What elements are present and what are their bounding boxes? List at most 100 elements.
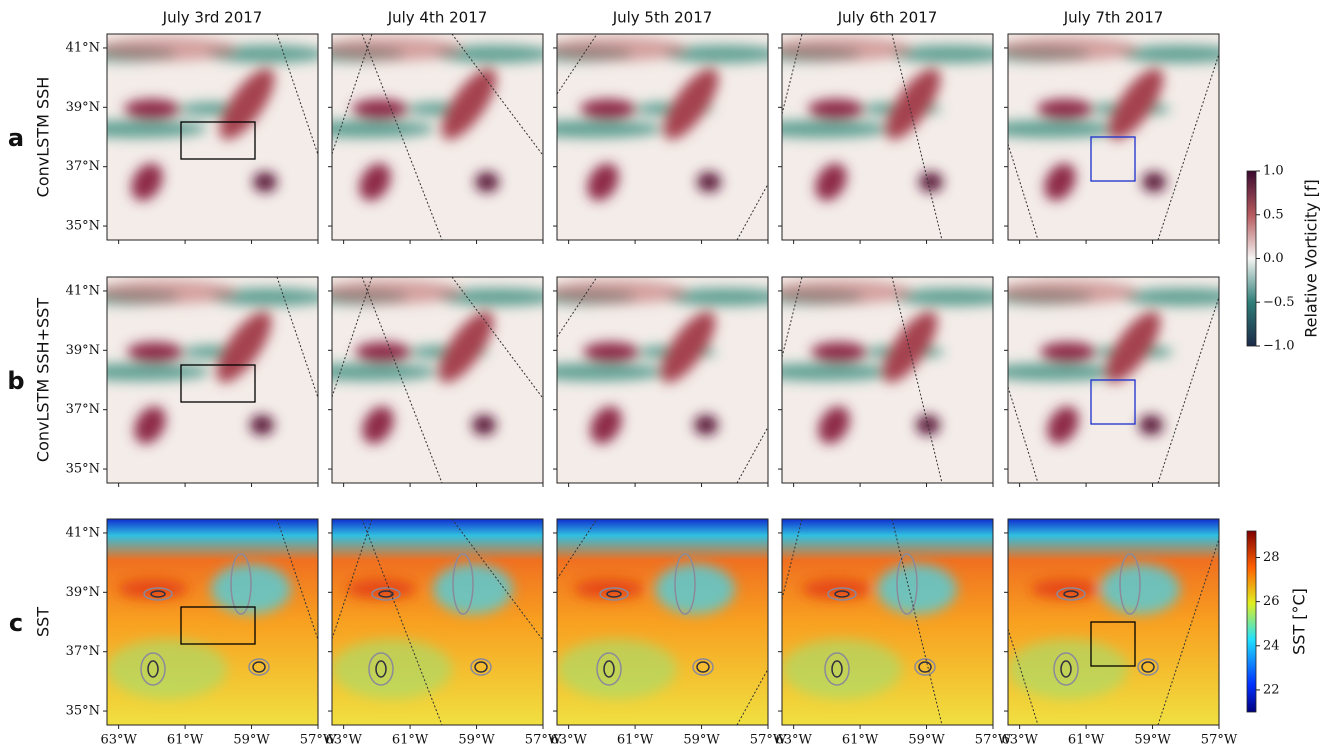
- panel-frame: [331, 276, 544, 484]
- panel-image: [782, 519, 993, 725]
- field: [1008, 37, 1219, 201]
- contour: [674, 553, 696, 615]
- satellite-track: [107, 427, 108, 429]
- positive-vorticity: [1139, 415, 1163, 435]
- positive-vorticity: [663, 68, 719, 140]
- highlight-box: [180, 606, 256, 645]
- highlight-box: [1090, 379, 1136, 425]
- y-tick-label: 41°N: [66, 525, 100, 540]
- panel-frame: [781, 276, 994, 484]
- y-tick-label: 41°N: [66, 283, 100, 298]
- positive-vorticity: [808, 99, 864, 119]
- satellite-track: [1157, 53, 1219, 240]
- panel: 63°W 61°W 59°W 57°W: [550, 518, 787, 748]
- colorbar-tick-label: 1.0: [1263, 164, 1284, 179]
- negative-vorticity: [1120, 45, 1219, 63]
- row-letter: a: [8, 124, 24, 152]
- satellite-track: [736, 183, 768, 240]
- positive-vorticity: [882, 311, 938, 383]
- satellite-track: [451, 277, 543, 400]
- panel-frame: [556, 33, 769, 241]
- positive-vorticity: [815, 163, 847, 201]
- y-tick-label: 41°N: [66, 40, 100, 55]
- panel-image: [557, 519, 768, 725]
- contour: [143, 587, 173, 601]
- negative-vorticity: [107, 120, 207, 138]
- negative-vorticity: [557, 120, 663, 138]
- colorbar-tick-label: 0.5: [1263, 207, 1284, 222]
- y-tick-label: 35°N: [66, 219, 100, 234]
- x-tick-label: 59°W: [1134, 733, 1171, 748]
- panel-image: [782, 34, 993, 240]
- positive-vorticity: [1037, 99, 1093, 119]
- colorbar-label: Relative Vorticity [f]: [1302, 179, 1321, 338]
- contour: [140, 652, 166, 686]
- satellite-track: [1008, 386, 1039, 483]
- x-tick-label: 61°W: [167, 733, 204, 748]
- satellite-track: [276, 277, 318, 400]
- contour: [378, 590, 394, 598]
- positive-vorticity: [332, 280, 462, 304]
- x-tick-label: 59°W: [908, 733, 945, 748]
- positive-vorticity: [1044, 163, 1076, 201]
- highlight-box: [180, 121, 256, 160]
- positive-vorticity: [919, 172, 943, 192]
- positive-vorticity: [782, 280, 912, 304]
- positive-vorticity: [362, 406, 394, 444]
- field: [782, 37, 993, 201]
- contour: [603, 660, 615, 678]
- contour: [696, 661, 710, 673]
- contour: [834, 590, 850, 598]
- contour: [1056, 587, 1086, 601]
- contour: [1141, 661, 1155, 673]
- positive-vorticity: [694, 415, 718, 435]
- panel-frame: [331, 518, 544, 726]
- satellite-track: [451, 519, 543, 642]
- y-tick-label: 39°N: [66, 343, 100, 358]
- panel-image: [1008, 277, 1219, 483]
- positive-vorticity: [1008, 37, 1138, 61]
- satellite-track: [782, 277, 803, 358]
- positive-vorticity: [587, 163, 619, 201]
- negative-vorticity: [1123, 288, 1219, 306]
- positive-vorticity: [355, 342, 411, 362]
- x-tick-label: 57°W: [300, 733, 337, 748]
- positive-vorticity: [131, 163, 163, 201]
- negative-vorticity: [1008, 120, 1120, 138]
- cool-water: [107, 639, 227, 699]
- x-tick-label: 61°W: [1068, 733, 1105, 748]
- satellite-track: [332, 34, 373, 155]
- negative-vorticity: [332, 120, 435, 138]
- positive-vorticity: [1040, 342, 1096, 362]
- x-tick-label: 63°W: [100, 733, 137, 748]
- highlight-box: [1090, 136, 1136, 182]
- satellite-track: [361, 277, 443, 483]
- x-tick-label: 57°W: [975, 733, 1012, 748]
- negative-vorticity: [332, 363, 438, 381]
- column-title: July 6th 2017: [837, 9, 938, 27]
- panel: 35°N 37°N 39°N 41°N 63°W 61°W 59°W 57°W: [66, 518, 337, 748]
- x-tick-label: 61°W: [617, 733, 654, 748]
- positive-vorticity: [583, 342, 639, 362]
- satellite-track: [107, 669, 108, 671]
- x-tick-label: 63°W: [550, 733, 587, 748]
- positive-vorticity: [1047, 406, 1079, 444]
- field: [107, 37, 318, 201]
- satellite-track: [276, 34, 318, 157]
- x-tick-label: 57°W: [750, 733, 787, 748]
- row-label: ConvLSTM SSH: [34, 77, 53, 198]
- positive-vorticity: [557, 280, 687, 304]
- cool-water: [557, 639, 677, 699]
- contour: [470, 658, 492, 676]
- satellite-track: [332, 277, 373, 398]
- highlight-box: [180, 364, 256, 403]
- panel-image: [557, 34, 768, 240]
- negative-vorticity: [782, 363, 894, 381]
- column-title: July 3rd 2017: [162, 9, 263, 27]
- positive-vorticity: [1008, 280, 1138, 304]
- panel-image: [332, 519, 543, 725]
- contour: [914, 658, 936, 676]
- panel-frame: [331, 33, 544, 241]
- x-tick-label: 57°W: [1201, 733, 1238, 748]
